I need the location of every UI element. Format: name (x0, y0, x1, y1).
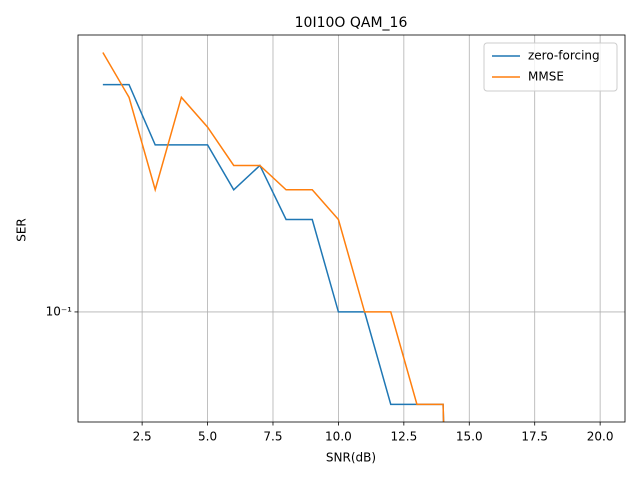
y-axis-label: SER (15, 218, 29, 242)
x-tick-label: 7.5 (263, 430, 282, 444)
x-tick-label: 2.5 (133, 430, 152, 444)
x-tick-label: 20.0 (587, 430, 614, 444)
x-tick-label: 17.5 (521, 430, 548, 444)
legend-label: zero-forcing (528, 49, 600, 63)
chart-title: 10I10O QAM_16 (295, 15, 408, 31)
plot-frame (77, 34, 626, 423)
legend-label: MMSE (528, 70, 564, 84)
x-tick-label: 12.5 (390, 430, 417, 444)
legend-box (483, 42, 618, 92)
x-tick-label: 10.0 (325, 430, 352, 444)
plot-area (102, 52, 445, 422)
data-line (102, 83, 445, 422)
x-axis-label: SNR(dB) (326, 451, 376, 465)
x-tick-label: 15.0 (456, 430, 483, 444)
data-line (102, 52, 445, 422)
x-tick-label: 5.0 (198, 430, 217, 444)
y-tick-label: 10⁻¹ (46, 304, 73, 318)
